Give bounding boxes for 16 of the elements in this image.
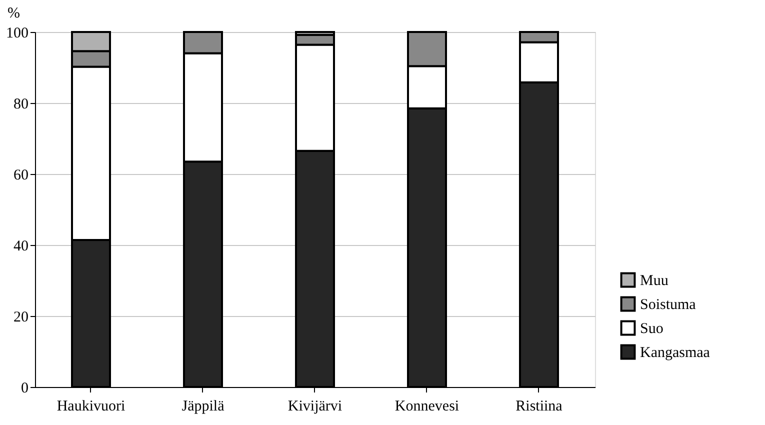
x-tick-label: Kivijärvi xyxy=(288,398,342,414)
x-tick-label: Konnevesi xyxy=(394,398,460,414)
y-axis-title: % xyxy=(8,6,20,22)
legend-label: Suo xyxy=(640,321,664,337)
legend-label: Kangasmaa xyxy=(640,345,710,361)
y-tick-label: 80 xyxy=(14,96,28,112)
y-tick-label: 60 xyxy=(14,168,28,184)
y-tick-label: 20 xyxy=(14,310,28,326)
legend-label: Muu xyxy=(640,273,669,289)
x-tick-label: Jäppilä xyxy=(182,398,225,414)
legend-label: Soistuma xyxy=(640,297,696,313)
x-tick-label: Ristiina xyxy=(516,398,563,414)
y-tick-label: 40 xyxy=(14,238,28,254)
x-tick-label: Haukivuori xyxy=(56,398,126,414)
y-tick-label: 0 xyxy=(21,380,28,396)
y-tick-label: 100 xyxy=(6,26,28,42)
